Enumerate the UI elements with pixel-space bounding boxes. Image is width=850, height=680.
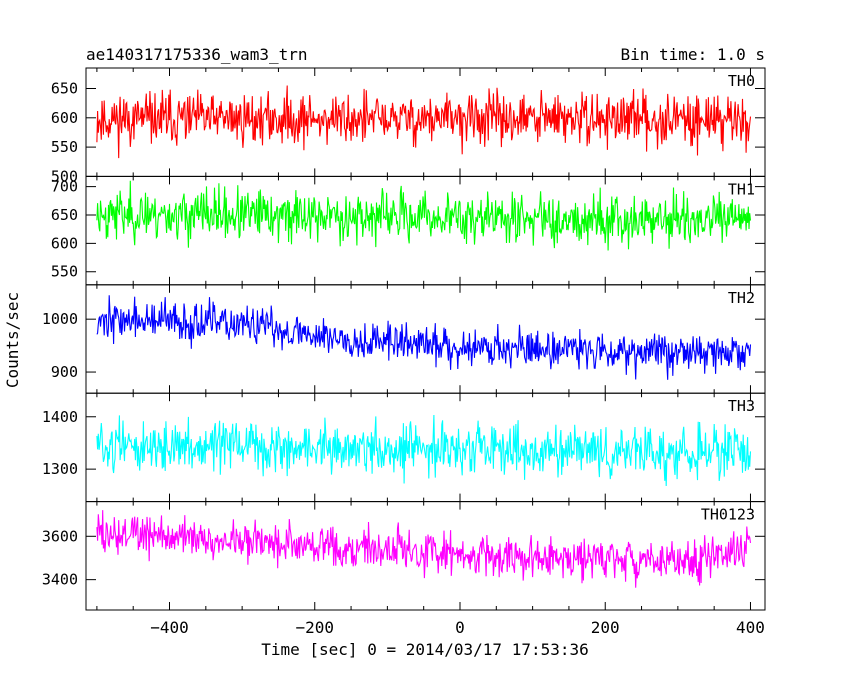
series-th0123 bbox=[96, 510, 752, 588]
panel-label-th0123: TH0123 bbox=[701, 506, 755, 524]
y-tick-label: 550 bbox=[51, 138, 78, 156]
series-th0 bbox=[96, 85, 752, 159]
panel-label-th2: TH2 bbox=[728, 289, 755, 307]
panel-label-th3: TH3 bbox=[728, 397, 755, 415]
series-th1 bbox=[96, 180, 752, 251]
y-tick-label: 1300 bbox=[42, 460, 78, 478]
panels-group: 500 550 600 650 TH0 550 600 650 700 TH1 900 1000 TH2… bbox=[42, 67, 766, 611]
x-tick-labels: −400 −200 0 200 400 bbox=[150, 618, 765, 637]
series-th2 bbox=[96, 295, 752, 380]
x-tick-label: 0 bbox=[455, 618, 465, 637]
y-tick-label: 500 bbox=[51, 167, 78, 185]
bin-time-label: Bin time: 1.0 s bbox=[621, 45, 766, 64]
chart-title: ae140317175336_wam3_trn bbox=[86, 45, 308, 64]
x-tick-label: 400 bbox=[736, 618, 765, 637]
y-tick-label: 1000 bbox=[42, 310, 78, 328]
y-axis-label: Counts/sec bbox=[3, 292, 22, 388]
panel-frame-th0123 bbox=[85, 501, 766, 611]
y-tick-label: 1400 bbox=[42, 408, 78, 426]
y-tick-label: 550 bbox=[51, 263, 78, 281]
y-tick-label: 3600 bbox=[42, 527, 78, 545]
series-th3 bbox=[96, 414, 752, 487]
y-tick-label: 650 bbox=[51, 206, 78, 224]
y-tick-label: 900 bbox=[51, 363, 78, 381]
x-tick-label: −400 bbox=[150, 618, 189, 637]
y-tick-label: 700 bbox=[51, 178, 78, 196]
x-axis-label: Time [sec] 0 = 2014/03/17 17:53:36 bbox=[261, 640, 589, 659]
x-tick-label: −200 bbox=[295, 618, 334, 637]
y-tick-label: 650 bbox=[51, 80, 78, 98]
y-tick-label: 600 bbox=[51, 234, 78, 252]
panel-label-th0: TH0 bbox=[728, 72, 755, 90]
panel-label-th1: TH1 bbox=[728, 180, 755, 198]
x-tick-label: 200 bbox=[591, 618, 620, 637]
y-tick-label: 3400 bbox=[42, 571, 78, 589]
y-tick-label: 600 bbox=[51, 109, 78, 127]
